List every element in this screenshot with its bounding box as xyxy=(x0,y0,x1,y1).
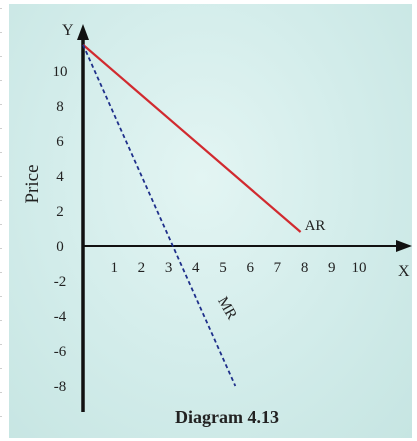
x-tick-label: 4 xyxy=(192,260,200,276)
y-tick-label: 6 xyxy=(56,134,64,150)
x-tick-label: 6 xyxy=(246,260,254,276)
chart-background xyxy=(9,4,412,438)
y-axis-name: Y xyxy=(62,22,74,39)
series-label-ar: AR xyxy=(305,218,326,234)
x-tick-label: 5 xyxy=(219,260,227,276)
y-tick-label: -8 xyxy=(54,379,67,395)
page-edge-rule xyxy=(0,8,2,438)
x-tick-label: 3 xyxy=(165,260,173,276)
y-tick-label: 8 xyxy=(56,99,64,115)
x-tick-label: 9 xyxy=(328,260,336,276)
y-tick-label: 2 xyxy=(56,204,64,220)
series-line-mr xyxy=(82,44,237,387)
axes xyxy=(77,24,412,412)
x-tick-label: 2 xyxy=(138,260,146,276)
y-tick-label: -6 xyxy=(54,344,67,360)
series-lines xyxy=(82,43,302,387)
series-line-ar xyxy=(82,43,302,233)
x-axis-arrow xyxy=(396,240,412,252)
y-axis-arrow xyxy=(77,24,89,40)
y-tick-label: 0 xyxy=(56,239,64,255)
x-tick-label: 7 xyxy=(274,260,282,276)
x-tick-label: 1 xyxy=(110,260,118,276)
y-axis-label: Price xyxy=(22,164,43,203)
x-axis-name: X xyxy=(398,263,410,280)
y-tick-label: 10 xyxy=(53,64,68,80)
y-tick-label: 4 xyxy=(56,169,64,185)
series-label-mr: MR xyxy=(214,294,240,322)
diagram-caption: Diagram 4.13 xyxy=(175,407,279,427)
series-labels: AR MR xyxy=(214,218,325,322)
x-tick-label: 10 xyxy=(352,260,367,276)
x-tick-label: 8 xyxy=(301,260,309,276)
y-tick-label: -4 xyxy=(54,309,67,325)
y-tick-label: -2 xyxy=(54,274,67,290)
tick-labels: 1 2 3 4 5 6 7 8 9 10 10 8 6 4 2 0 -2 -4 -6 -8 xyxy=(53,64,367,395)
